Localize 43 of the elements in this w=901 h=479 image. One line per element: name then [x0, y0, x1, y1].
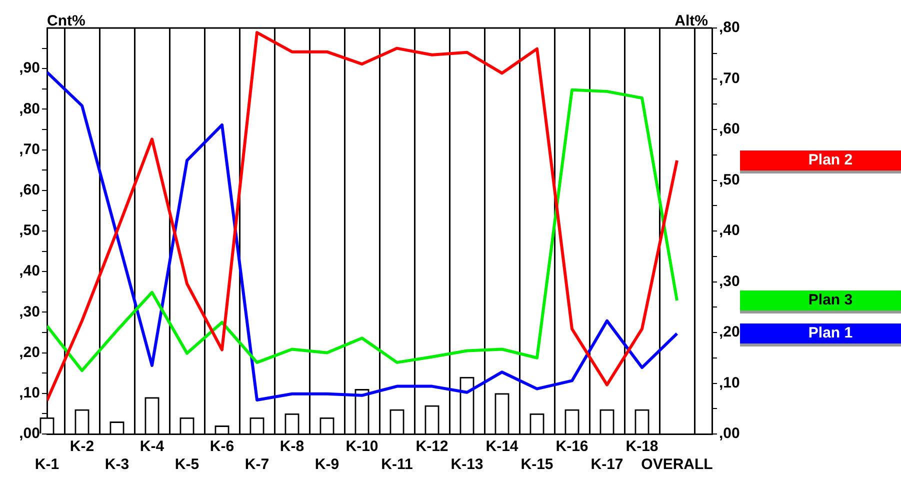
- x-tick-label: K-13: [450, 456, 484, 474]
- x-tick-label: K-6: [210, 438, 234, 456]
- x-tick-label: K-15: [520, 456, 554, 474]
- y-axis-title: Cnt%: [47, 12, 86, 30]
- y-tick-label: ,60: [19, 182, 40, 199]
- x-tick-label: K-17: [590, 456, 624, 474]
- y2-tick-label: ,50: [719, 171, 740, 188]
- y2-tick-label: ,20: [719, 324, 740, 341]
- y2-tick-label: ,30: [719, 272, 740, 290]
- x-tick-label: K-18: [626, 438, 658, 456]
- x-tick-label: K-5: [174, 456, 200, 474]
- x-tick-label: K-12: [416, 438, 448, 456]
- text: Plan 3: [808, 292, 853, 309]
- y-tick-label: ,40: [19, 262, 40, 280]
- y-tick-label: ,90: [19, 60, 40, 77]
- y-tick-label: ,30: [19, 303, 40, 320]
- y2-axis-title: Alt%: [674, 12, 708, 30]
- y-tick-label: ,70: [19, 140, 40, 158]
- y-tick-label: ,00: [19, 425, 40, 442]
- x-tick-label: K-10: [346, 438, 378, 456]
- y2-tick-label: ,80: [719, 19, 740, 36]
- x-tick-label: K-14: [486, 438, 519, 456]
- x-tick-label: K-2: [70, 438, 94, 456]
- y2-tick-label: ,70: [719, 70, 740, 87]
- x-tick-label: K-8: [280, 438, 304, 456]
- x-tick-label: K-3: [104, 456, 130, 474]
- y-tick-label: ,50: [19, 222, 40, 240]
- y2-tick-label: ,40: [719, 222, 740, 240]
- x-tick-label: K-1: [34, 456, 60, 474]
- y-tick-label: ,10: [19, 384, 40, 402]
- y-tick-label: ,80: [19, 100, 40, 118]
- x-tick-label: K-16: [556, 438, 588, 456]
- y2-tick-label: ,10: [719, 374, 740, 392]
- y2-tick-label: ,60: [719, 120, 740, 138]
- x-tick-label: K-4: [140, 438, 165, 456]
- text: Plan 2: [808, 152, 853, 169]
- x-tick-label: K-9: [314, 456, 340, 474]
- x-tick-label: K-11: [381, 456, 413, 474]
- text: Plan 1: [808, 324, 853, 342]
- y-tick-label: ,20: [19, 344, 40, 361]
- y2-tick-label: ,00: [719, 425, 740, 442]
- x-tick-label: OVERALL: [641, 456, 713, 474]
- x-tick-label: K-7: [244, 456, 270, 474]
